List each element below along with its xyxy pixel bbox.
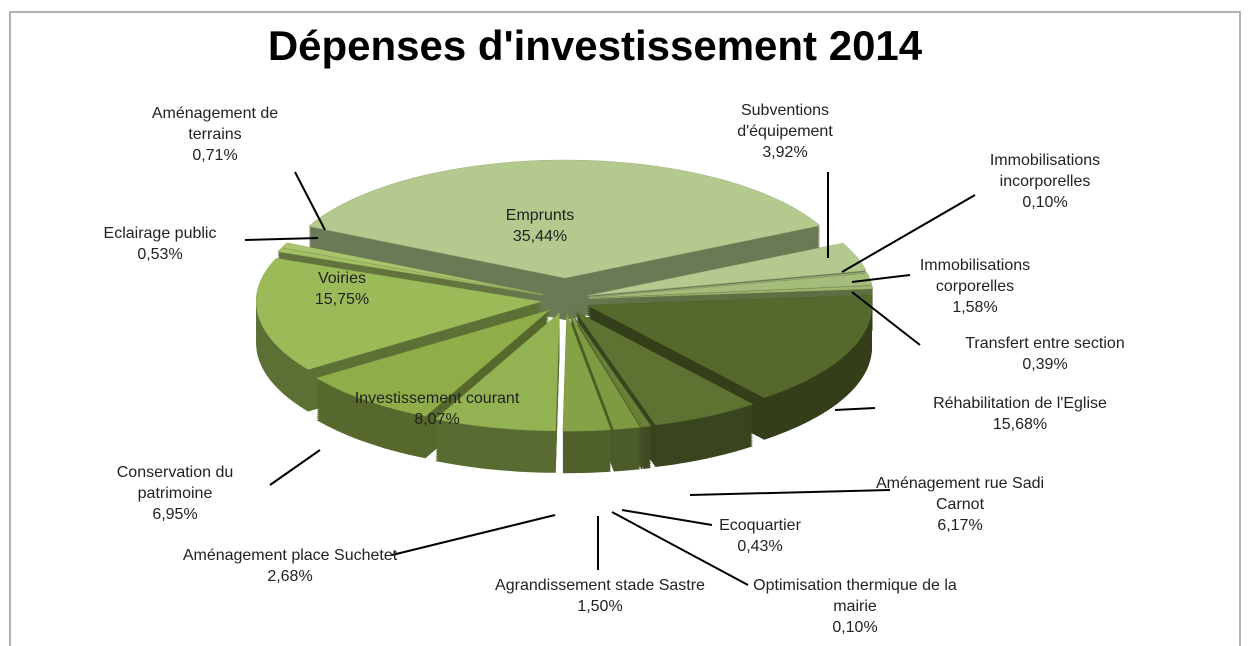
leader-line xyxy=(689,489,891,496)
slice-label: Réhabilitation de l'Eglise 15,68% xyxy=(875,393,1165,435)
slice xyxy=(281,242,544,295)
leader-line xyxy=(391,514,556,556)
leader-line xyxy=(621,509,713,526)
category-label: Immobilisations corporelles xyxy=(919,257,1031,295)
slice-label: Ecoquartier 0,43% xyxy=(700,515,820,557)
slice xyxy=(569,312,641,430)
category-label: Subventions d'équipement xyxy=(737,102,833,140)
value-label: 35,44% xyxy=(512,228,568,245)
category-label: Aménagement de terrains xyxy=(151,105,279,143)
leader-line xyxy=(834,407,876,411)
slice-label: Subventions d'équipement 3,92% xyxy=(715,100,855,163)
value-label: 8,07% xyxy=(414,411,460,428)
slice xyxy=(308,159,821,279)
slice-label: Transfert entre section 0,39% xyxy=(925,333,1165,375)
slice xyxy=(277,247,543,296)
value-label: 0,39% xyxy=(1022,356,1068,373)
category-label: Conservation du patrimoine xyxy=(116,464,234,502)
category-label: Aménagement place Suchetet xyxy=(182,547,398,564)
value-label: 0,10% xyxy=(1022,194,1068,211)
slice-label: Aménagement de terrains 0,71% xyxy=(140,103,290,166)
slice xyxy=(587,242,867,296)
value-label: 0,71% xyxy=(192,147,238,164)
category-label: Optimisation thermique de la mairie xyxy=(753,577,957,615)
category-label: Ecoquartier xyxy=(719,517,801,534)
value-label: 15,75% xyxy=(314,291,370,308)
slice xyxy=(571,312,652,428)
leader-line xyxy=(269,449,321,486)
slice-label: Conservation du patrimoine 6,95% xyxy=(80,462,270,525)
category-label: Agrandissement stade Sastre xyxy=(495,577,705,594)
slice-label: Agrandissement stade Sastre 1,50% xyxy=(485,575,715,617)
slice xyxy=(588,285,874,299)
slice-label: Aménagement rue Sadi Carnot 6,17% xyxy=(875,473,1045,536)
slice xyxy=(570,312,644,428)
category-label: Eclairage public xyxy=(103,225,217,242)
category-label: Investissement courant xyxy=(354,390,520,407)
slice-label: Eclairage public 0,53% xyxy=(70,223,250,265)
slice-label: Investissement courant 8,07% xyxy=(322,388,552,430)
value-label: 6,95% xyxy=(152,506,198,523)
value-label: 0,10% xyxy=(832,619,878,636)
value-label: 1,58% xyxy=(952,299,998,316)
slice-label: Aménagement place Suchetet 2,68% xyxy=(175,545,405,587)
slice-label: Optimisation thermique de la mairie 0,10% xyxy=(745,575,965,638)
leader-line xyxy=(294,171,326,231)
value-label: 1,50% xyxy=(577,598,623,615)
category-label: Aménagement rue Sadi Carnot xyxy=(875,475,1045,513)
slice xyxy=(586,295,873,398)
slice-label: Immobilisations incorporelles 0,10% xyxy=(960,150,1130,213)
value-label: 3,92% xyxy=(762,144,808,161)
chart-title: Dépenses d'investissement 2014 xyxy=(267,22,923,69)
slice xyxy=(315,309,550,417)
leader-line xyxy=(611,511,749,586)
slice xyxy=(562,313,612,432)
leader-line xyxy=(244,237,319,241)
value-label: 0,53% xyxy=(137,246,183,263)
category-label: Emprunts xyxy=(505,207,575,224)
value-label: 2,68% xyxy=(267,568,313,585)
slice-label: Emprunts 35,44% xyxy=(480,205,600,247)
slice xyxy=(434,312,560,432)
leader-line xyxy=(851,291,921,346)
category-label: Voiries xyxy=(317,270,367,287)
value-label: 15,68% xyxy=(992,416,1048,433)
leader-line xyxy=(851,274,911,283)
value-label: 6,17% xyxy=(937,517,983,534)
slice-label: Immobilisations corporelles 1,58% xyxy=(895,255,1055,318)
slice-label: Voiries 15,75% xyxy=(282,268,402,310)
slice xyxy=(255,258,542,370)
category-label: Immobilisations incorporelles xyxy=(989,152,1101,190)
slice xyxy=(575,311,754,426)
category-label: Transfert entre section xyxy=(965,335,1125,352)
leader-line xyxy=(841,194,976,273)
category-label: Réhabilitation de l'Eglise xyxy=(933,395,1107,412)
slice xyxy=(588,271,868,298)
value-label: 0,43% xyxy=(737,538,783,555)
